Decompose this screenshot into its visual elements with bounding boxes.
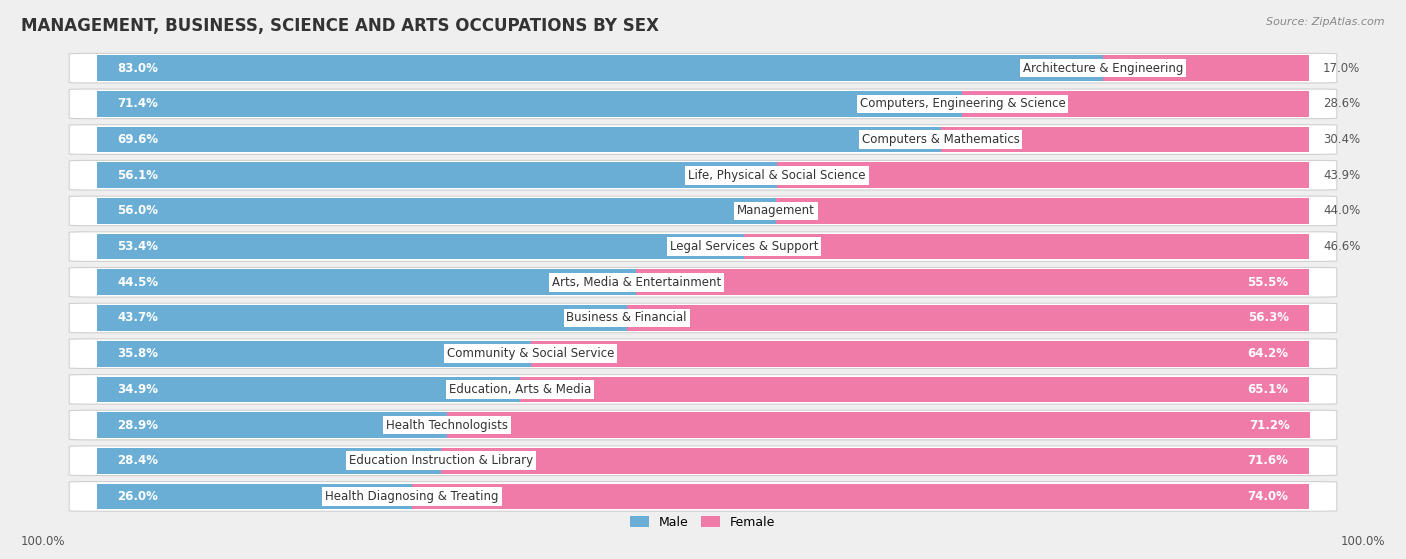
- Bar: [97, 127, 941, 153]
- Bar: [963, 91, 1309, 117]
- Text: 34.9%: 34.9%: [118, 383, 159, 396]
- FancyBboxPatch shape: [69, 160, 1337, 190]
- FancyBboxPatch shape: [69, 268, 1337, 297]
- Bar: [520, 377, 1309, 402]
- FancyBboxPatch shape: [69, 125, 1337, 154]
- Bar: [97, 484, 412, 509]
- Text: 44.0%: 44.0%: [1323, 205, 1360, 217]
- Bar: [97, 198, 776, 224]
- Text: Arts, Media & Entertainment: Arts, Media & Entertainment: [551, 276, 721, 289]
- Bar: [531, 341, 1309, 367]
- Text: 43.7%: 43.7%: [118, 311, 159, 324]
- Bar: [97, 91, 963, 117]
- Text: Life, Physical & Social Science: Life, Physical & Social Science: [688, 169, 866, 182]
- Text: 56.0%: 56.0%: [118, 205, 159, 217]
- Text: 56.1%: 56.1%: [118, 169, 159, 182]
- Bar: [941, 127, 1309, 153]
- Text: Architecture & Engineering: Architecture & Engineering: [1024, 61, 1184, 75]
- Bar: [637, 269, 1309, 295]
- Bar: [97, 162, 778, 188]
- Text: Source: ZipAtlas.com: Source: ZipAtlas.com: [1267, 17, 1385, 27]
- FancyBboxPatch shape: [69, 446, 1337, 476]
- Text: Community & Social Service: Community & Social Service: [447, 347, 614, 360]
- Bar: [97, 448, 441, 473]
- Text: Health Diagnosing & Treating: Health Diagnosing & Treating: [325, 490, 499, 503]
- Text: 64.2%: 64.2%: [1247, 347, 1288, 360]
- Text: 28.6%: 28.6%: [1323, 97, 1360, 110]
- Text: MANAGEMENT, BUSINESS, SCIENCE AND ARTS OCCUPATIONS BY SEX: MANAGEMENT, BUSINESS, SCIENCE AND ARTS O…: [21, 17, 659, 35]
- Bar: [97, 305, 627, 331]
- FancyBboxPatch shape: [69, 303, 1337, 333]
- Text: 71.6%: 71.6%: [1247, 454, 1288, 467]
- Legend: Male, Female: Male, Female: [626, 510, 780, 533]
- Text: Education Instruction & Library: Education Instruction & Library: [349, 454, 533, 467]
- Text: Management: Management: [737, 205, 814, 217]
- Text: Computers & Mathematics: Computers & Mathematics: [862, 133, 1019, 146]
- Text: Legal Services & Support: Legal Services & Support: [671, 240, 818, 253]
- Text: 56.3%: 56.3%: [1247, 311, 1288, 324]
- Bar: [744, 234, 1309, 259]
- Bar: [97, 412, 447, 438]
- Text: 74.0%: 74.0%: [1247, 490, 1288, 503]
- Text: 69.6%: 69.6%: [118, 133, 159, 146]
- Bar: [412, 484, 1309, 509]
- Bar: [441, 448, 1309, 473]
- Text: 83.0%: 83.0%: [118, 61, 159, 75]
- Bar: [1104, 55, 1309, 81]
- FancyBboxPatch shape: [69, 482, 1337, 511]
- Text: 100.0%: 100.0%: [21, 535, 66, 548]
- Bar: [776, 198, 1309, 224]
- Text: Health Technologists: Health Technologists: [387, 419, 508, 432]
- Text: 30.4%: 30.4%: [1323, 133, 1360, 146]
- Text: 71.2%: 71.2%: [1249, 419, 1289, 432]
- Text: 65.1%: 65.1%: [1247, 383, 1288, 396]
- Text: Business & Financial: Business & Financial: [567, 311, 688, 324]
- Text: 71.4%: 71.4%: [118, 97, 159, 110]
- Text: 53.4%: 53.4%: [118, 240, 159, 253]
- Text: 46.6%: 46.6%: [1323, 240, 1361, 253]
- Bar: [97, 269, 637, 295]
- Bar: [97, 341, 531, 367]
- FancyBboxPatch shape: [69, 375, 1337, 404]
- FancyBboxPatch shape: [69, 53, 1337, 83]
- Text: Computers, Engineering & Science: Computers, Engineering & Science: [859, 97, 1066, 110]
- Bar: [97, 55, 1104, 81]
- FancyBboxPatch shape: [69, 410, 1337, 440]
- Bar: [447, 412, 1310, 438]
- FancyBboxPatch shape: [69, 232, 1337, 262]
- Bar: [778, 162, 1309, 188]
- Bar: [627, 305, 1309, 331]
- Bar: [97, 377, 520, 402]
- Text: 28.4%: 28.4%: [118, 454, 159, 467]
- Text: 43.9%: 43.9%: [1323, 169, 1360, 182]
- FancyBboxPatch shape: [69, 339, 1337, 368]
- Text: 55.5%: 55.5%: [1247, 276, 1288, 289]
- Text: 35.8%: 35.8%: [118, 347, 159, 360]
- Text: 28.9%: 28.9%: [118, 419, 159, 432]
- Text: Education, Arts & Media: Education, Arts & Media: [449, 383, 591, 396]
- Text: 26.0%: 26.0%: [118, 490, 159, 503]
- Bar: [97, 234, 744, 259]
- Text: 100.0%: 100.0%: [1340, 535, 1385, 548]
- Text: 17.0%: 17.0%: [1323, 61, 1360, 75]
- FancyBboxPatch shape: [69, 196, 1337, 226]
- Text: 44.5%: 44.5%: [118, 276, 159, 289]
- FancyBboxPatch shape: [69, 89, 1337, 119]
